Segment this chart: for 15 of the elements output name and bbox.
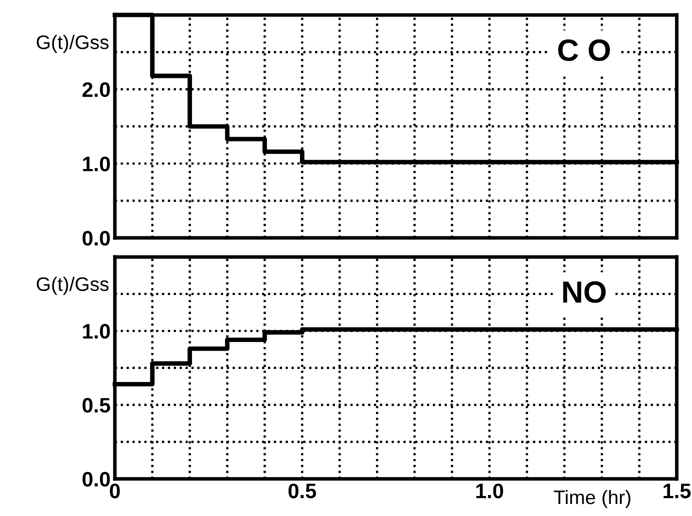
y-tick-label: 2.0 [82, 82, 110, 98]
x-axis-title: Time (hr) [554, 490, 630, 508]
x-tick-label: 0.5 [288, 484, 316, 498]
annotation: C O [558, 39, 610, 62]
y-axis-title: G(t)/Gss [36, 34, 109, 53]
annotation: NO [563, 281, 606, 303]
x-tick-label: 1.0 [476, 484, 504, 498]
y-tick-label: 0.5 [82, 398, 110, 413]
y-tick-label: 1.0 [83, 324, 110, 339]
y-tick-label: 0.0 [82, 230, 110, 246]
y-tick-label: 0.0 [82, 472, 110, 487]
x-tick-label: 1.5 [664, 484, 691, 498]
y-axis-title: G(t)/Gss [36, 276, 109, 295]
y-tick-label: 1.0 [83, 156, 110, 172]
x-tick-label: 0 [110, 484, 120, 498]
